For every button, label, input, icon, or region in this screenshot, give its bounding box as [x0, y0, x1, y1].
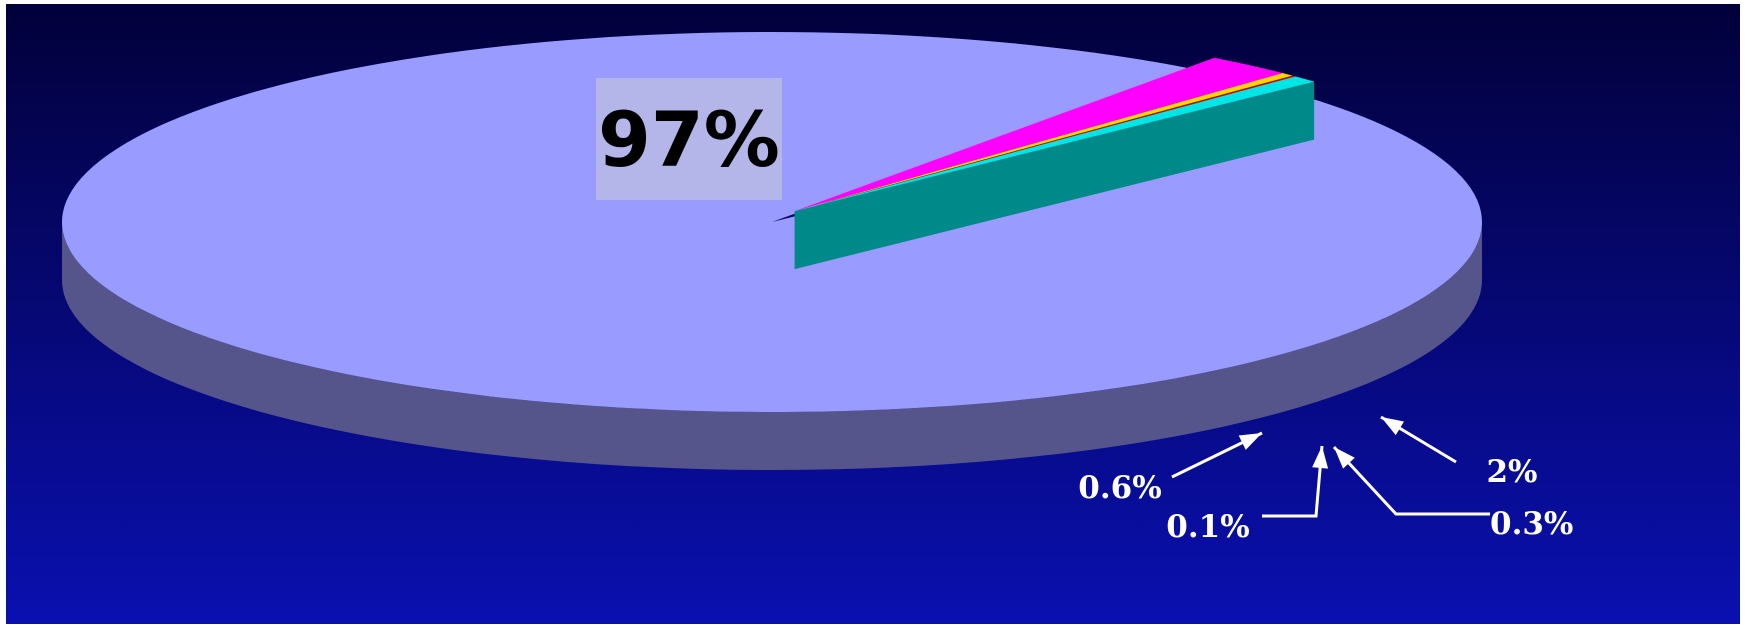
- label-0.1%: 0.1%: [1166, 509, 1249, 545]
- slice-0.3%: [794, 73, 1293, 212]
- slice-cut-0.6%: [794, 81, 1315, 270]
- arrow-head-2%: [1381, 417, 1404, 436]
- label-97-group: 97%: [596, 78, 782, 200]
- label-97: 97%: [598, 95, 780, 184]
- arrow-head-0.6%: [1238, 433, 1262, 450]
- label-2%: 2%: [1486, 454, 1537, 490]
- arrow-head-0.1%: [1312, 446, 1329, 469]
- slice-2%: [794, 57, 1283, 212]
- slice-0.6%: [794, 76, 1315, 212]
- slice-side-97: [62, 222, 1482, 470]
- slice-97: [61, 31, 1483, 413]
- arrow-line-0.1%: [1262, 445, 1324, 518]
- label-97-box: [596, 78, 782, 200]
- arrow-line-0.3%: [1332, 445, 1490, 516]
- arrow-head-0.3%: [1334, 447, 1355, 469]
- slice-0.1%: [794, 75, 1296, 212]
- label-0.3%: 0.3%: [1490, 506, 1573, 542]
- label-0.6%: 0.6%: [1078, 470, 1161, 506]
- label-arrows: [1171, 415, 1490, 518]
